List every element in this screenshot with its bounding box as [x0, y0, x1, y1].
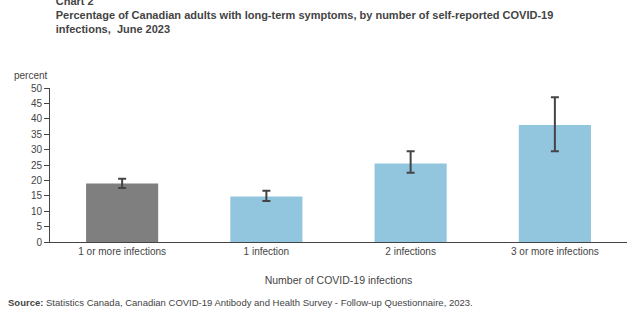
svg-text:Chart 2Percentage of Canadian: Chart 2Percentage of Canadian adults wit…: [56, 0, 554, 35]
svg-text:0: 0: [36, 237, 42, 248]
svg-text:1 infection: 1 infection: [244, 246, 290, 257]
svg-text:45: 45: [31, 98, 43, 109]
svg-text:2 infections: 2 infections: [385, 246, 436, 257]
svg-text:1 or more infections: 1 or more infections: [78, 246, 166, 257]
svg-text:30: 30: [31, 144, 43, 155]
svg-text:percent: percent: [14, 70, 48, 81]
svg-text:50: 50: [31, 83, 43, 94]
svg-text:Number of COVID-19 infections: Number of COVID-19 infections: [265, 274, 413, 286]
svg-text:35: 35: [31, 129, 43, 140]
svg-text:3 or more infections: 3 or more infections: [511, 246, 599, 257]
svg-text:25: 25: [31, 160, 43, 171]
svg-text:10: 10: [31, 206, 43, 217]
svg-text:Source: Statistics Canada, Can: Source: Statistics Canada, Canadian COVI…: [8, 297, 473, 308]
svg-text:20: 20: [31, 175, 43, 186]
svg-text:40: 40: [31, 113, 43, 124]
svg-text:15: 15: [31, 190, 43, 201]
svg-text:5: 5: [36, 221, 42, 232]
